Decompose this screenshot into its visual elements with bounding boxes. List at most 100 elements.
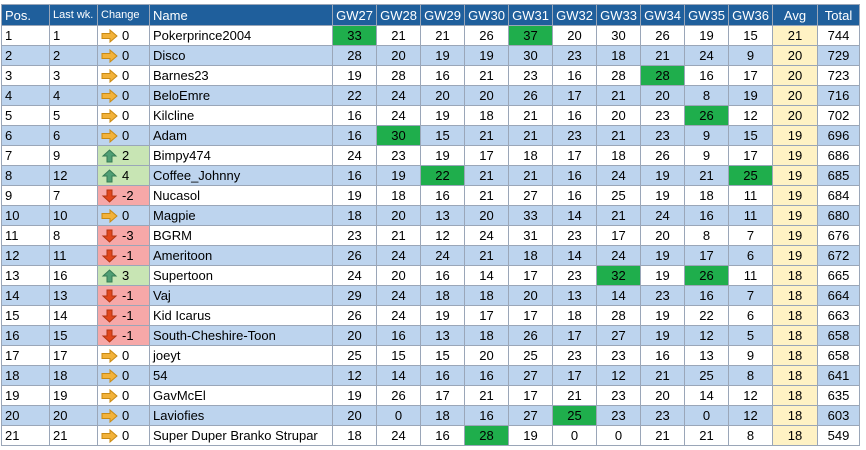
change-indicator: -1 xyxy=(101,308,146,323)
col-header-gw29[interactable]: GW29 xyxy=(420,4,465,26)
table-row[interactable]: 17 17 0 joeyt 25 15 15 20 25 23 23 16 13 9 18 658 xyxy=(1,345,860,366)
gw-score-cell: 12 xyxy=(684,325,729,346)
gw-score-cell: 24 xyxy=(332,265,377,286)
total-cell: 680 xyxy=(817,205,860,226)
gw-score-cell: 20 xyxy=(332,405,377,426)
position-cell: 4 xyxy=(1,85,50,106)
gw-score-cell: 33 xyxy=(508,205,553,226)
col-header-change[interactable]: Change xyxy=(97,4,150,26)
col-header-gw36[interactable]: GW36 xyxy=(728,4,773,26)
gw-score-cell: 21 xyxy=(684,165,729,186)
gw-score-cell: 21 xyxy=(420,25,465,46)
gw-score-cell: 21 xyxy=(464,65,509,86)
gw-score-cell: 21 xyxy=(596,125,641,146)
change-indicator: -3 xyxy=(101,228,146,243)
col-header-name[interactable]: Name xyxy=(149,4,333,26)
position-cell: 15 xyxy=(1,305,50,326)
table-row[interactable]: 14 13 -1 Vaj 29 24 18 18 20 13 14 23 16 7 18 664 xyxy=(1,285,860,306)
gw-score-cell: 17 xyxy=(596,225,641,246)
gw-score-cell: 17 xyxy=(508,305,553,326)
change-cell: 0 xyxy=(97,365,150,386)
gw-score-cell: 23 xyxy=(596,405,641,426)
gw-score-cell: 14 xyxy=(464,265,509,286)
change-value: -1 xyxy=(122,328,134,343)
table-row[interactable]: 4 4 0 BeloEmre 22 24 20 20 26 17 21 20 8 19 20 716 xyxy=(1,85,860,106)
table-row[interactable]: 9 7 -2 Nucasol 19 18 16 21 27 16 25 19 18 11 19 684 xyxy=(1,185,860,206)
arrow-right-icon xyxy=(101,48,118,63)
table-row[interactable]: 7 9 2 Bimpy474 24 23 19 17 18 17 18 26 9 17 19 686 xyxy=(1,145,860,166)
last-week-cell: 15 xyxy=(49,325,98,346)
gw-score-cell: 28 xyxy=(596,65,641,86)
gw-score-cell: 21 xyxy=(596,205,641,226)
col-header-last-week[interactable]: Last wk. xyxy=(49,4,98,26)
change-indicator: 2 xyxy=(101,148,146,163)
gw-score-cell: 12 xyxy=(728,405,773,426)
gw-score-cell: 20 xyxy=(376,45,421,66)
gw-score-cell: 23 xyxy=(508,65,553,86)
table-row[interactable]: 16 15 -1 South-Cheshire-Toon 20 16 13 18 26 17 27 1… xyxy=(1,325,860,346)
player-name-cell: Bimpy474 xyxy=(149,145,333,166)
gw-score-cell: 19 xyxy=(332,185,377,206)
player-name-cell: BeloEmre xyxy=(149,85,333,106)
gw-score-cell: 16 xyxy=(332,105,377,126)
table-row[interactable]: 11 8 -3 BGRM 23 21 12 24 31 23 17 20 8 7 19 676 xyxy=(1,225,860,246)
col-header-avg[interactable]: Avg xyxy=(772,4,818,26)
col-header-gw28[interactable]: GW28 xyxy=(376,4,421,26)
change-value: 0 xyxy=(122,388,130,403)
gw-score-cell: 21 xyxy=(464,165,509,186)
gw-score-cell-highlight: 25 xyxy=(728,165,773,186)
gw-score-cell: 24 xyxy=(640,205,685,226)
table-row[interactable]: 6 6 0 Adam 16 30 15 21 21 23 21 23 9 15 19 696 xyxy=(1,125,860,146)
table-row[interactable]: 10 10 0 Magpie 18 20 13 20 33 14 21 24 16 11 19 680 xyxy=(1,205,860,226)
col-header-gw34[interactable]: GW34 xyxy=(640,4,685,26)
gw-score-cell: 25 xyxy=(508,345,553,366)
average-cell: 19 xyxy=(772,145,818,166)
player-name-cell: Kilcline xyxy=(149,105,333,126)
total-cell: 702 xyxy=(817,105,860,126)
table-row[interactable]: 20 20 0 Laviofies 20 0 18 16 27 25 23 23 0 12 18 603 xyxy=(1,405,860,426)
gw-score-cell: 18 xyxy=(464,325,509,346)
col-header-gw27[interactable]: GW27 xyxy=(332,4,377,26)
gw-score-cell: 20 xyxy=(640,85,685,106)
total-cell: 744 xyxy=(817,25,860,46)
col-header-total[interactable]: Total xyxy=(817,4,860,26)
gw-score-cell: 20 xyxy=(508,285,553,306)
gw-score-cell: 16 xyxy=(464,405,509,426)
player-name-cell: Adam xyxy=(149,125,333,146)
gw-score-cell: 24 xyxy=(376,425,421,446)
col-header-gw33[interactable]: GW33 xyxy=(596,4,641,26)
col-header-gw35[interactable]: GW35 xyxy=(684,4,729,26)
gw-score-cell: 26 xyxy=(332,305,377,326)
table-row[interactable]: 21 21 0 Super Duper Branko Strupar 18 24 16 28 1… xyxy=(1,425,860,446)
average-cell: 19 xyxy=(772,165,818,186)
gw-score-cell: 26 xyxy=(464,25,509,46)
col-header-gw30[interactable]: GW30 xyxy=(464,4,509,26)
col-header-gw32[interactable]: GW32 xyxy=(552,4,597,26)
table-row[interactable]: 15 14 -1 Kid Icarus 26 24 19 17 17 18 28 19 22 6 18 663 xyxy=(1,305,860,326)
change-indicator: 0 xyxy=(101,108,146,123)
col-header-gw31[interactable]: GW31 xyxy=(508,4,553,26)
change-indicator: -2 xyxy=(101,188,146,203)
table-row[interactable]: 18 18 0 54 12 14 16 16 27 17 12 21 25 8 18 641 xyxy=(1,365,860,386)
gw-score-cell-highlight: 22 xyxy=(420,165,465,186)
gw-score-cell-highlight: 28 xyxy=(640,65,685,86)
average-cell: 18 xyxy=(772,425,818,446)
change-indicator: 0 xyxy=(101,68,146,83)
arrow-down-icon xyxy=(101,189,118,203)
table-row[interactable]: 19 19 0 GavMcEl 19 26 17 21 17 21 23 20 14 12 18 635 xyxy=(1,385,860,406)
gw-score-cell: 21 xyxy=(640,45,685,66)
table-row[interactable]: 8 12 4 Coffee_Johnny 16 19 22 21 21 16 24 19 21 25 19 6… xyxy=(1,165,860,186)
gw-score-cell: 20 xyxy=(376,205,421,226)
total-cell: 665 xyxy=(817,265,860,286)
table-row[interactable]: 2 2 0 Disco 28 20 19 19 30 23 18 21 24 9 20 729 xyxy=(1,45,860,66)
arrow-up-icon xyxy=(101,148,118,163)
col-header-pos[interactable]: Pos. xyxy=(1,4,50,26)
table-row[interactable]: 5 5 0 Kilcline 16 24 19 18 21 16 20 23 26 12 20 702 xyxy=(1,105,860,126)
gw-score-cell: 19 xyxy=(640,245,685,266)
table-row[interactable]: 3 3 0 Barnes23 19 28 16 21 23 16 28 28 16 17 20 723 xyxy=(1,65,860,86)
total-cell: 672 xyxy=(817,245,860,266)
table-row[interactable]: 1 1 0 Pokerprince2004 33 21 21 26 37 20 30 26 19 15 21… xyxy=(1,25,860,46)
table-row[interactable]: 13 16 3 Supertoon 24 20 16 14 17 23 32 19 26 11 18 665 xyxy=(1,265,860,286)
table-row[interactable]: 12 11 -1 Ameritoon 26 24 24 21 18 14 24 19 17 6 19 672 xyxy=(1,245,860,266)
gw-score-cell: 20 xyxy=(420,85,465,106)
